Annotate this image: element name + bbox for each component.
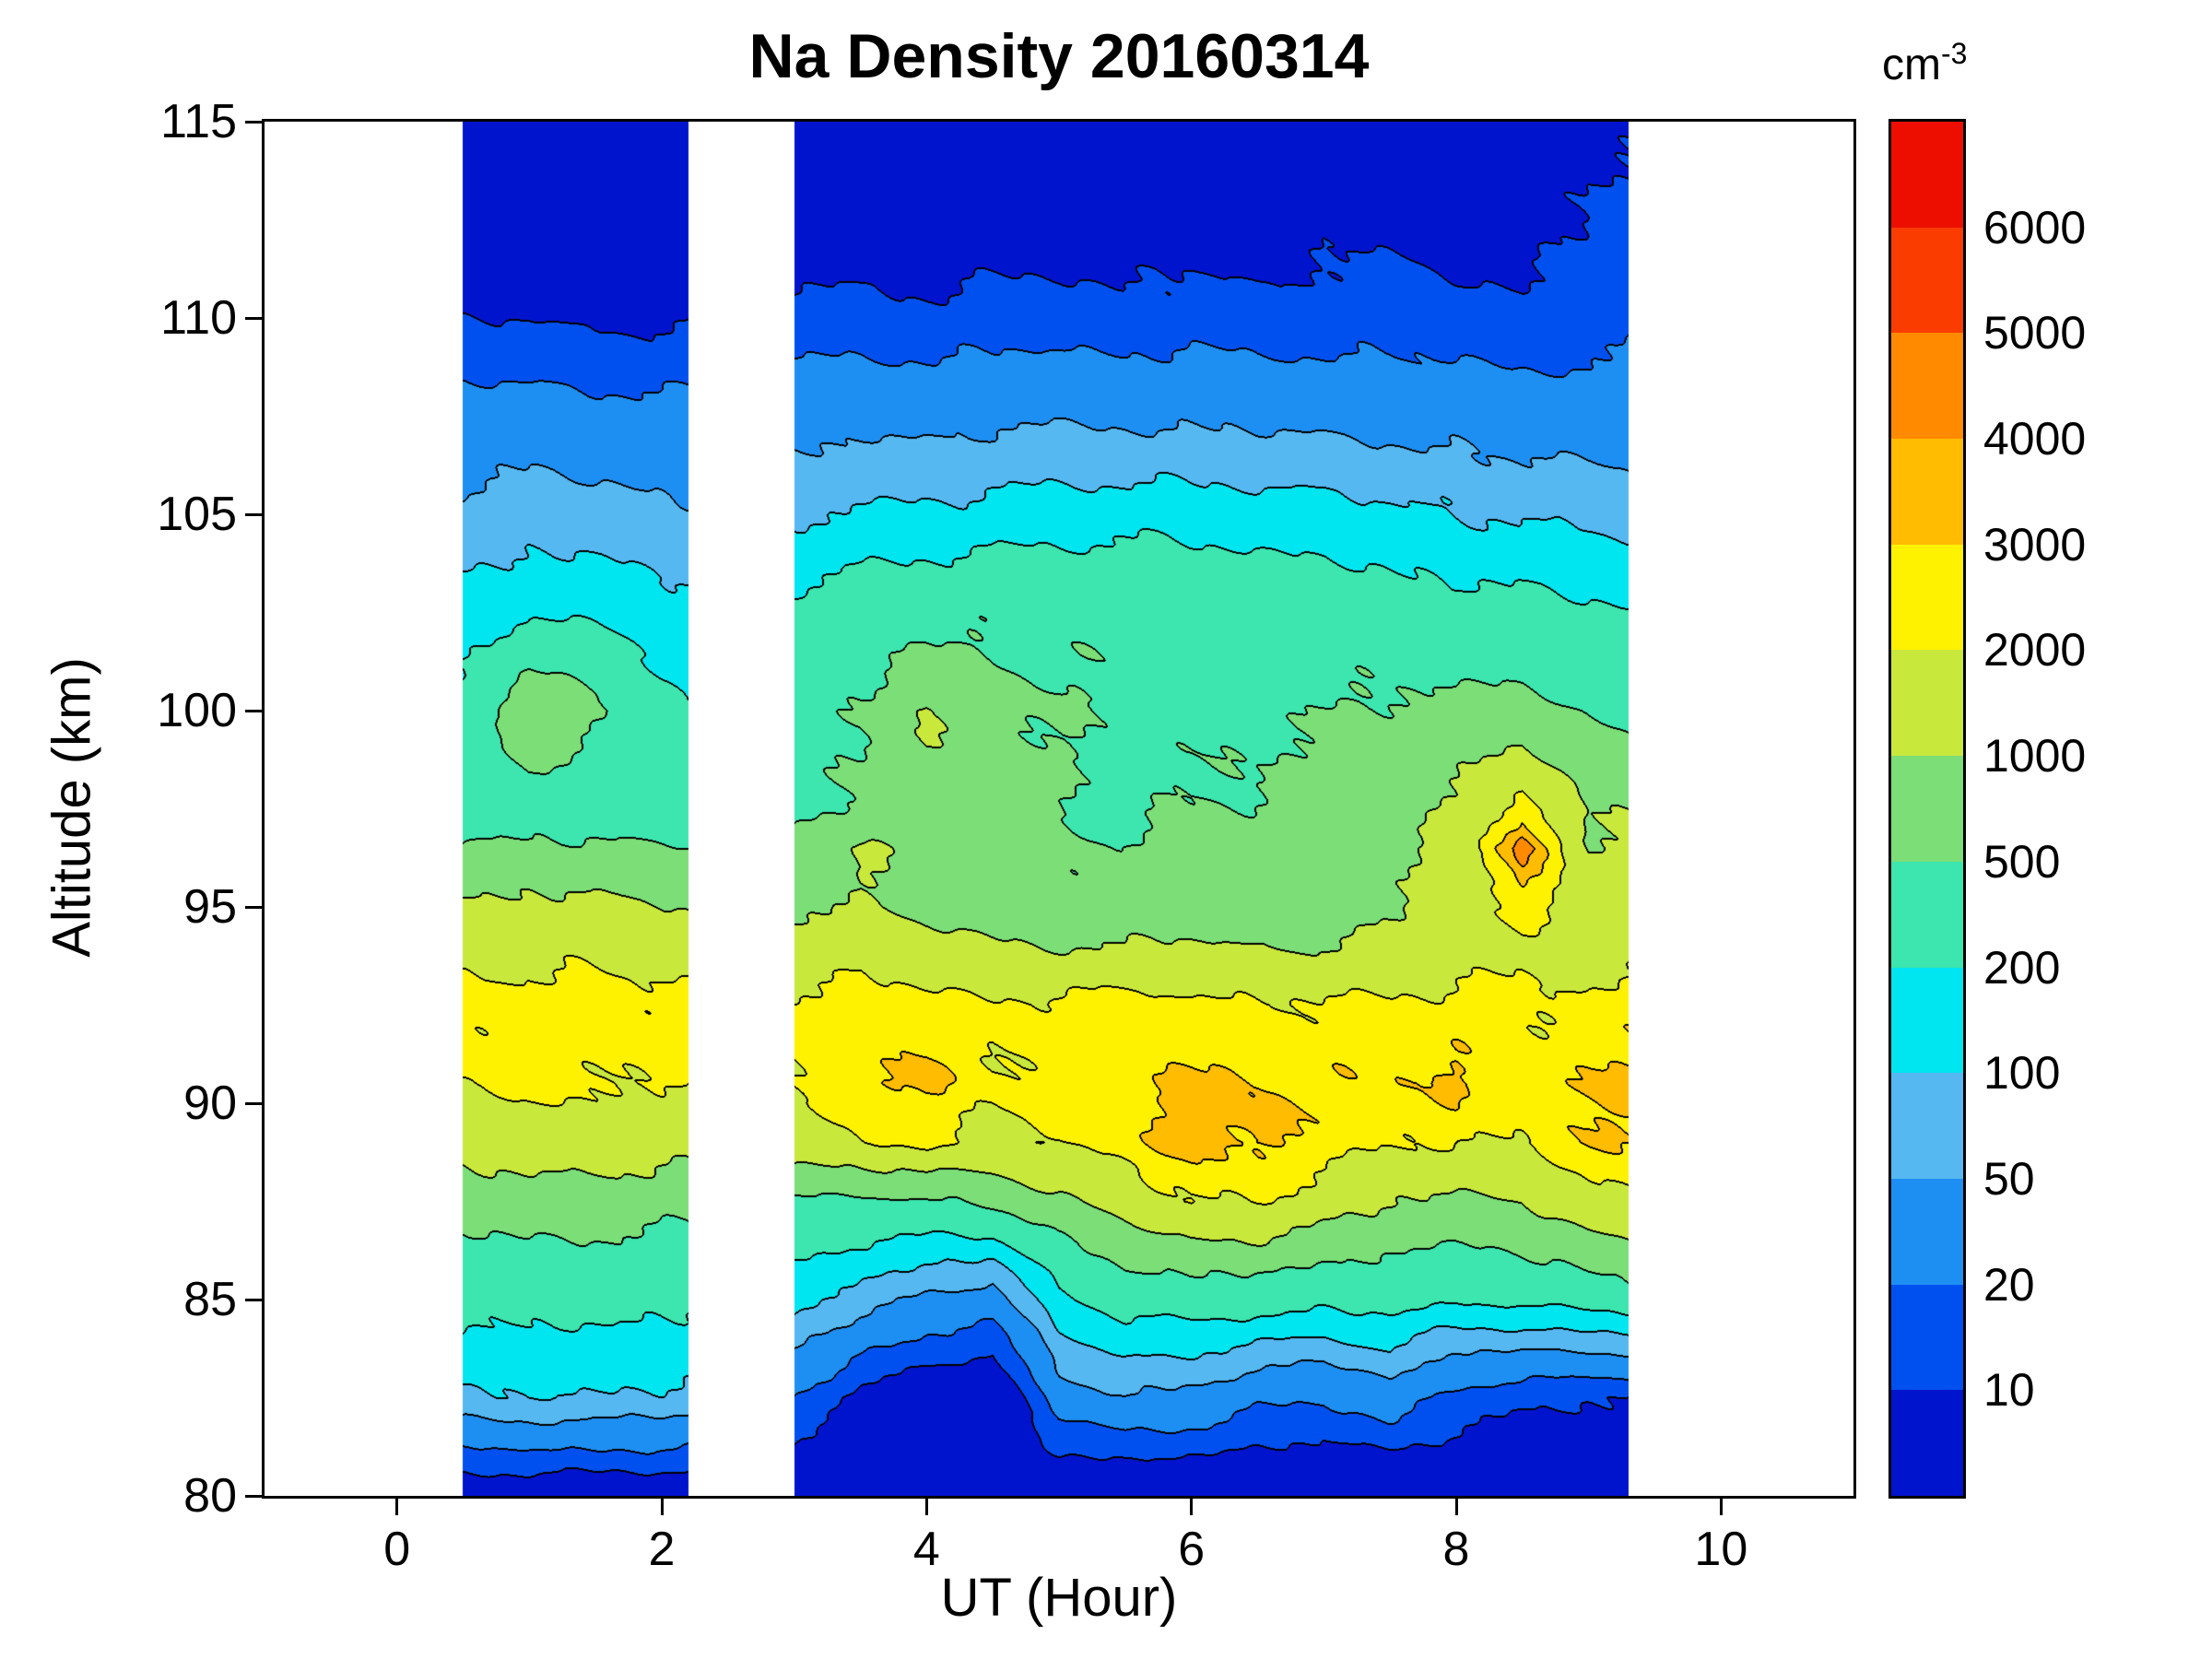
y-tick [245, 1494, 262, 1498]
colorbar-segment [1891, 1178, 1963, 1285]
colorbar-unit-base: cm [1882, 41, 1941, 89]
y-tick-label: 110 [160, 291, 237, 345]
y-tick-label: 80 [183, 1469, 237, 1523]
contour-canvas [265, 122, 1853, 1496]
colorbar-tick-label: 10 [1983, 1364, 2035, 1417]
y-tick [245, 512, 262, 516]
x-tick [1190, 1499, 1194, 1515]
colorbar-segment [1891, 650, 1963, 757]
colorbar-tick-label: 200 [1983, 941, 2061, 994]
colorbar-segment [1891, 439, 1963, 545]
colorbar-segment [1891, 861, 1963, 968]
x-tick [660, 1499, 664, 1515]
x-tick [1719, 1499, 1723, 1515]
colorbar-segment [1891, 756, 1963, 862]
colorbar-segment [1891, 1284, 1963, 1391]
x-tick [395, 1499, 399, 1515]
x-tick-label: 10 [1694, 1523, 1748, 1576]
colorbar-tick-label: 1000 [1983, 730, 2087, 782]
y-tick [245, 1298, 262, 1301]
colorbar-segment [1891, 227, 1963, 334]
x-tick-label: 8 [1442, 1523, 1470, 1576]
x-tick-label: 6 [1178, 1523, 1206, 1576]
colorbar-segment [1891, 544, 1963, 651]
y-tick [245, 316, 262, 320]
x-tick-label: 0 [383, 1523, 411, 1576]
colorbar-tick-label: 2000 [1983, 624, 2087, 677]
colorbar-tick-label: 500 [1983, 835, 2061, 888]
colorbar [1888, 119, 1966, 1499]
colorbar-tick-label: 20 [1983, 1258, 2035, 1311]
y-tick-label: 85 [183, 1273, 237, 1326]
colorbar-segment [1891, 967, 1963, 1074]
plot-frame [262, 119, 1856, 1499]
colorbar-tick-label: 5000 [1983, 307, 2087, 359]
y-tick [245, 905, 262, 909]
y-tick [245, 120, 262, 124]
colorbar-unit-exponent: -3 [1940, 37, 1968, 70]
x-tick [1454, 1499, 1458, 1515]
colorbar-segment [1891, 333, 1963, 440]
colorbar-tick-label: 3000 [1983, 518, 2087, 571]
y-tick-label: 115 [160, 95, 237, 148]
colorbar-tick-label: 50 [1983, 1152, 2035, 1205]
colorbar-tick-label: 6000 [1983, 201, 2087, 253]
y-tick-label: 100 [157, 684, 237, 737]
colorbar-segment [1891, 1073, 1963, 1179]
x-tick [924, 1499, 928, 1515]
y-tick-label: 95 [183, 880, 237, 934]
colorbar-segment [1891, 122, 1963, 228]
x-tick-label: 2 [648, 1523, 676, 1576]
y-tick [245, 1101, 262, 1105]
colorbar-tick-label: 100 [1983, 1047, 2061, 1100]
colorbar-segment [1891, 1390, 1963, 1496]
x-axis-label: UT (Hour) [940, 1568, 1178, 1628]
colorbar-tick-label: 4000 [1983, 413, 2087, 465]
x-tick-label: 4 [912, 1523, 940, 1576]
colorbar-stack [1891, 122, 1963, 1496]
chart-title: Na Density 20160314 [748, 21, 1370, 91]
y-tick-label: 90 [183, 1077, 237, 1130]
y-tick-label: 105 [157, 488, 237, 541]
y-tick [245, 709, 262, 712]
colorbar-unit-label: cm-3 [1882, 37, 1967, 90]
